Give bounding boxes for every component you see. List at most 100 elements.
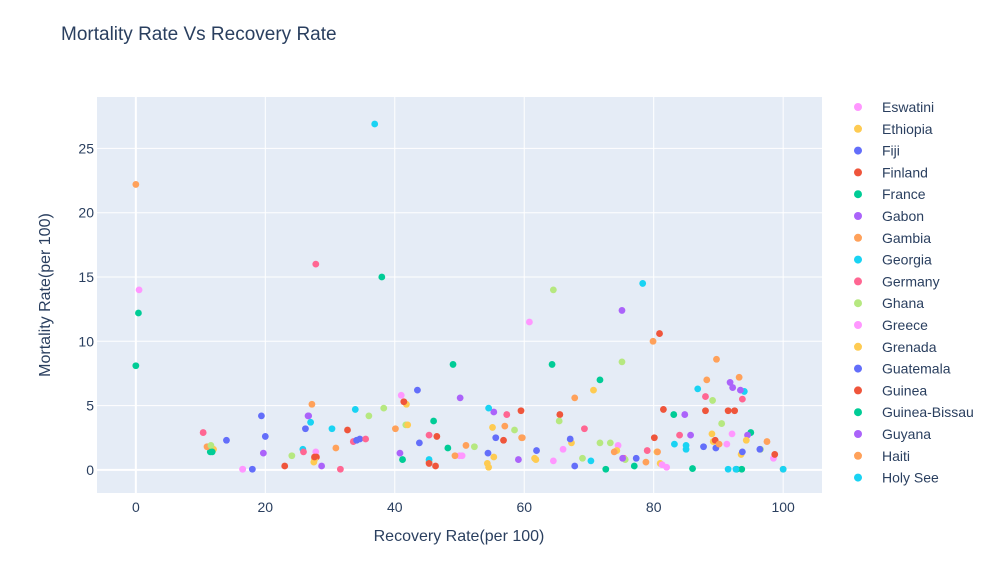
data-point[interactable] xyxy=(425,460,433,467)
data-point[interactable] xyxy=(311,453,318,461)
data-point[interactable] xyxy=(744,431,751,439)
data-point[interactable] xyxy=(738,448,746,456)
data-point[interactable] xyxy=(207,442,215,449)
data-point[interactable] xyxy=(365,412,373,420)
data-point[interactable] xyxy=(281,462,289,470)
data-point[interactable] xyxy=(332,444,340,452)
data-point[interactable] xyxy=(328,425,336,433)
legend-item[interactable]: Guinea xyxy=(854,382,927,398)
data-point[interactable] xyxy=(415,439,423,447)
data-point[interactable] xyxy=(336,465,344,473)
data-point[interactable] xyxy=(239,465,247,473)
data-point[interactable] xyxy=(656,330,663,337)
data-point[interactable] xyxy=(456,394,464,402)
data-point[interactable] xyxy=(483,460,491,467)
data-point[interactable] xyxy=(132,181,140,188)
data-point[interactable] xyxy=(694,385,702,393)
data-point[interactable] xyxy=(643,447,651,454)
data-point[interactable] xyxy=(687,431,694,439)
data-point[interactable] xyxy=(689,465,696,472)
data-point[interactable] xyxy=(650,434,658,442)
legend-item[interactable]: Haiti xyxy=(854,448,910,464)
data-point[interactable] xyxy=(771,451,779,458)
data-point[interactable] xyxy=(654,448,661,456)
legend-item[interactable]: Fiji xyxy=(854,143,900,159)
data-point[interactable] xyxy=(713,355,720,363)
legend-item[interactable]: Gambia xyxy=(854,230,931,246)
data-point[interactable] xyxy=(660,406,667,413)
data-point[interactable] xyxy=(312,448,320,456)
data-point[interactable] xyxy=(399,456,406,463)
legend-item[interactable]: Holy See xyxy=(854,470,939,486)
data-point[interactable] xyxy=(610,448,618,456)
data-point[interactable] xyxy=(632,454,640,462)
data-point[interactable] xyxy=(587,457,595,465)
data-point[interactable] xyxy=(559,445,567,453)
data-point[interactable] xyxy=(302,425,309,433)
data-point[interactable] xyxy=(444,444,452,452)
data-point[interactable] xyxy=(703,376,711,384)
data-point[interactable] xyxy=(396,449,404,457)
data-point[interactable] xyxy=(248,465,256,473)
legend-item[interactable]: Grenada xyxy=(854,339,937,355)
data-point[interactable] xyxy=(763,438,771,445)
data-point[interactable] xyxy=(614,442,622,449)
data-point[interactable] xyxy=(449,361,457,368)
data-point[interactable] xyxy=(432,462,439,470)
data-point[interactable] xyxy=(400,398,408,406)
data-point[interactable] xyxy=(779,465,787,473)
data-point[interactable] xyxy=(630,462,638,470)
data-point[interactable] xyxy=(458,452,466,460)
data-point[interactable] xyxy=(515,456,522,463)
data-point[interactable] xyxy=(602,465,610,473)
data-point[interactable] xyxy=(378,273,386,281)
data-point[interactable] xyxy=(199,429,207,436)
data-point[interactable] xyxy=(738,465,746,473)
data-point[interactable] xyxy=(735,373,743,381)
data-point[interactable] xyxy=(708,430,716,438)
data-point[interactable] xyxy=(724,465,732,473)
data-point[interactable] xyxy=(485,404,493,412)
data-point[interactable] xyxy=(489,424,496,431)
data-point[interactable] xyxy=(362,435,370,443)
data-point[interactable] xyxy=(500,436,507,444)
data-point[interactable] xyxy=(414,386,421,394)
data-point[interactable] xyxy=(581,425,588,433)
data-point[interactable] xyxy=(549,457,557,465)
data-point[interactable] xyxy=(392,425,399,433)
data-point[interactable] xyxy=(556,411,564,418)
data-point[interactable] xyxy=(729,384,737,391)
data-point[interactable] xyxy=(681,411,689,418)
legend-item[interactable]: Ethiopia xyxy=(854,121,933,137)
legend-item[interactable]: Finland xyxy=(854,164,928,180)
data-point[interactable] xyxy=(503,411,511,418)
data-point[interactable] xyxy=(723,440,731,448)
data-point[interactable] xyxy=(135,286,143,294)
data-point[interactable] xyxy=(132,362,140,370)
data-point[interactable] xyxy=(606,439,614,447)
data-point[interactable] xyxy=(596,439,604,447)
legend-item[interactable]: Gabon xyxy=(854,208,924,224)
data-point[interactable] xyxy=(726,379,734,386)
data-point[interactable] xyxy=(649,337,657,345)
data-point[interactable] xyxy=(590,386,597,394)
data-point[interactable] xyxy=(555,417,563,425)
data-point[interactable] xyxy=(425,431,433,439)
data-point[interactable] xyxy=(571,394,579,402)
data-point[interactable] xyxy=(731,407,739,415)
data-point[interactable] xyxy=(470,443,478,451)
data-point[interactable] xyxy=(700,443,707,451)
legend-item[interactable]: Eswatini xyxy=(854,99,934,115)
data-point[interactable] xyxy=(288,452,296,460)
legend-item[interactable]: Germany xyxy=(854,273,940,289)
data-point[interactable] xyxy=(259,449,267,457)
data-point[interactable] xyxy=(344,426,351,434)
legend-item[interactable]: France xyxy=(854,186,926,202)
data-point[interactable] xyxy=(676,431,683,439)
legend-item[interactable]: Guyana xyxy=(854,426,931,442)
data-point[interactable] xyxy=(318,462,326,470)
data-point[interactable] xyxy=(501,422,509,430)
data-point[interactable] xyxy=(618,358,626,366)
data-point[interactable] xyxy=(549,286,557,294)
data-point[interactable] xyxy=(518,434,526,442)
